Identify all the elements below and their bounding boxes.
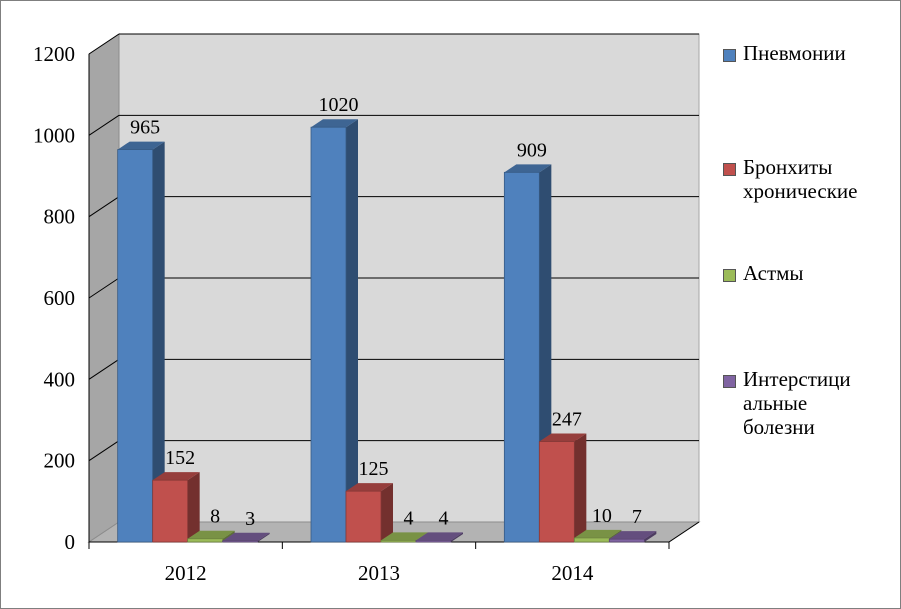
legend-label: Пневмонии bbox=[743, 41, 846, 65]
data-label: 3 bbox=[245, 508, 255, 530]
data-label: 1020 bbox=[319, 94, 359, 116]
y-tick-label: 400 bbox=[44, 367, 76, 391]
legend-label: Бронхиты хронические bbox=[743, 155, 858, 203]
data-label: 4 bbox=[439, 507, 449, 529]
bar-top bbox=[504, 164, 552, 173]
bar bbox=[538, 441, 575, 543]
chart-plot: 0 200 400 600 800 1000 1200 2012 2013 2014 965 152 8… bbox=[33, 33, 701, 585]
x-tick-label: 2014 bbox=[551, 561, 594, 585]
bar-top bbox=[187, 530, 235, 539]
legend-swatch bbox=[723, 49, 736, 62]
data-label: 152 bbox=[165, 447, 195, 469]
legend-label: Интерстици альные болезни bbox=[743, 367, 851, 439]
bar-top bbox=[381, 532, 428, 541]
bar bbox=[152, 479, 189, 543]
bar-top bbox=[416, 532, 463, 541]
bar-top bbox=[152, 472, 200, 481]
data-label: 247 bbox=[552, 409, 582, 431]
data-label: 7 bbox=[632, 506, 642, 528]
y-tick-label: 800 bbox=[44, 205, 76, 229]
data-label: 4 bbox=[404, 507, 414, 529]
bar-side bbox=[187, 472, 200, 542]
legend-swatch bbox=[723, 163, 736, 176]
bar bbox=[573, 537, 610, 543]
bar-side bbox=[644, 531, 657, 542]
gridline-side bbox=[88, 33, 120, 55]
bar-top bbox=[117, 141, 165, 150]
bar bbox=[380, 539, 417, 543]
legend-swatch bbox=[723, 269, 736, 282]
bar bbox=[503, 171, 540, 543]
gridline-side bbox=[88, 114, 120, 136]
y-tick-label: 600 bbox=[44, 286, 76, 310]
bar bbox=[117, 149, 154, 543]
y-tick-label: 1000 bbox=[33, 123, 75, 147]
y-tick-label: 200 bbox=[44, 449, 76, 473]
data-label: 125 bbox=[359, 458, 389, 480]
data-label: 909 bbox=[517, 139, 547, 161]
bar bbox=[187, 538, 224, 543]
bar bbox=[345, 490, 382, 543]
bar bbox=[222, 540, 259, 543]
bar-top bbox=[311, 119, 358, 128]
y-tick-label: 0 bbox=[65, 530, 76, 554]
x-tick-label: 2012 bbox=[165, 561, 207, 585]
bar-top bbox=[539, 433, 587, 442]
gridline-side bbox=[88, 440, 120, 462]
gridline-side bbox=[88, 358, 120, 380]
data-label: 10 bbox=[592, 505, 612, 527]
bar-side bbox=[346, 119, 358, 542]
y-tick-label: 1200 bbox=[33, 42, 75, 66]
bar-side bbox=[451, 532, 463, 542]
bar-side bbox=[381, 483, 393, 542]
bar-top bbox=[609, 531, 657, 540]
gridline-side bbox=[88, 196, 120, 218]
bar-top bbox=[222, 532, 270, 541]
bar bbox=[415, 539, 452, 543]
bar bbox=[608, 538, 645, 543]
data-label: 8 bbox=[210, 506, 220, 528]
data-label: 965 bbox=[130, 117, 160, 139]
bar-top bbox=[346, 483, 393, 492]
bar-side bbox=[257, 532, 270, 542]
bar-side bbox=[152, 141, 165, 543]
bar-top bbox=[574, 529, 622, 538]
legend-label: Астмы bbox=[743, 261, 804, 285]
x-axis-depth bbox=[668, 521, 700, 543]
bar-side bbox=[574, 433, 587, 542]
legend-swatch bbox=[723, 375, 736, 388]
bar bbox=[310, 126, 347, 543]
gridline-side bbox=[88, 277, 120, 299]
x-tick-label: 2013 bbox=[358, 561, 400, 585]
